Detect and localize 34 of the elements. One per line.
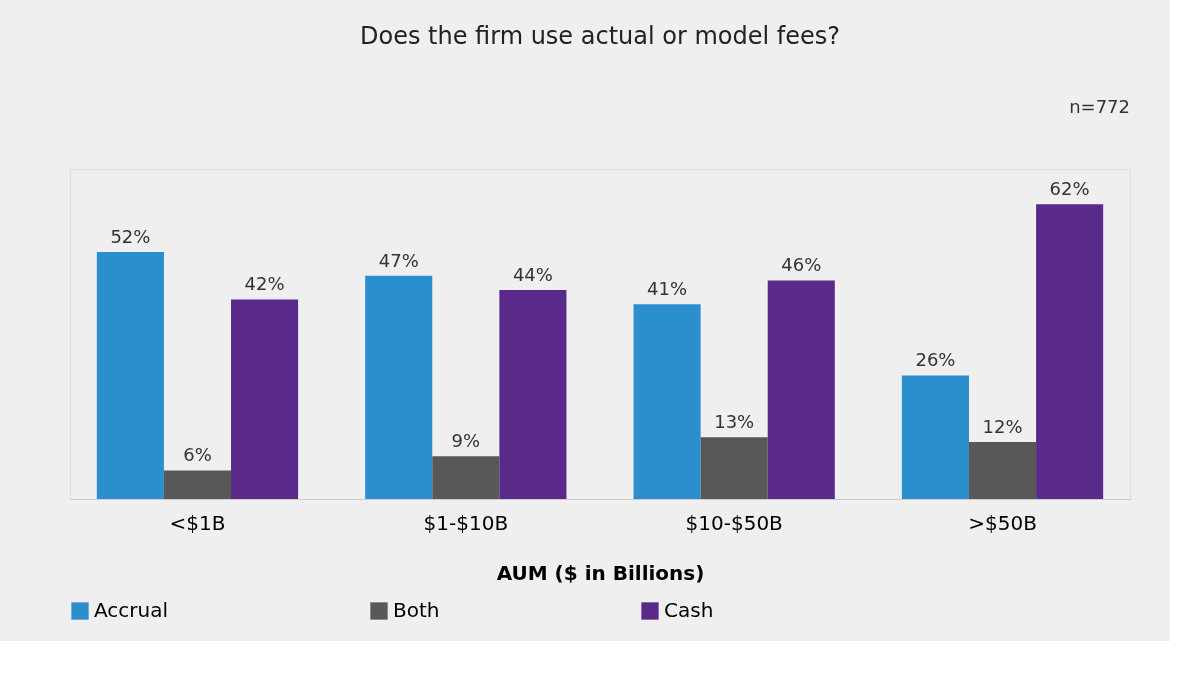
x-tick-label: >$50B [968,510,1037,535]
bar [163,470,232,499]
bar [432,456,500,499]
data-label: 12% [982,415,1023,437]
bar [767,280,835,499]
data-label: 42% [244,273,285,295]
bar [700,437,768,499]
bar [365,275,433,499]
legend-label: Both [393,598,440,622]
x-tick-label: <$1B [169,510,226,535]
data-label: 6% [183,444,212,466]
data-label: 52% [110,225,151,247]
x-axis-title: AUM ($ in Billions) [496,560,705,585]
bar [968,441,1037,499]
data-label: 9% [451,430,481,452]
x-tick-label: $10-$50B [685,510,783,535]
legend-label: Cash [664,598,714,622]
bar [1036,204,1104,499]
bar [231,299,299,499]
bar [499,289,567,499]
data-label: 26% [915,349,956,371]
data-label: 47% [378,249,419,271]
bar [901,375,969,499]
data-label: 46% [781,254,822,276]
data-label: 13% [714,411,755,433]
data-label: 62% [1049,178,1090,200]
chart-title: Does the firm use actual or model fees? [359,22,841,50]
text: n=772 [1069,96,1130,117]
x-tick-label: $1-$10B [423,510,509,535]
bar [96,251,164,499]
legend-label: Accrual [94,598,169,622]
data-label: 44% [512,263,553,285]
bar [633,304,701,499]
data-label: 41% [647,278,688,300]
